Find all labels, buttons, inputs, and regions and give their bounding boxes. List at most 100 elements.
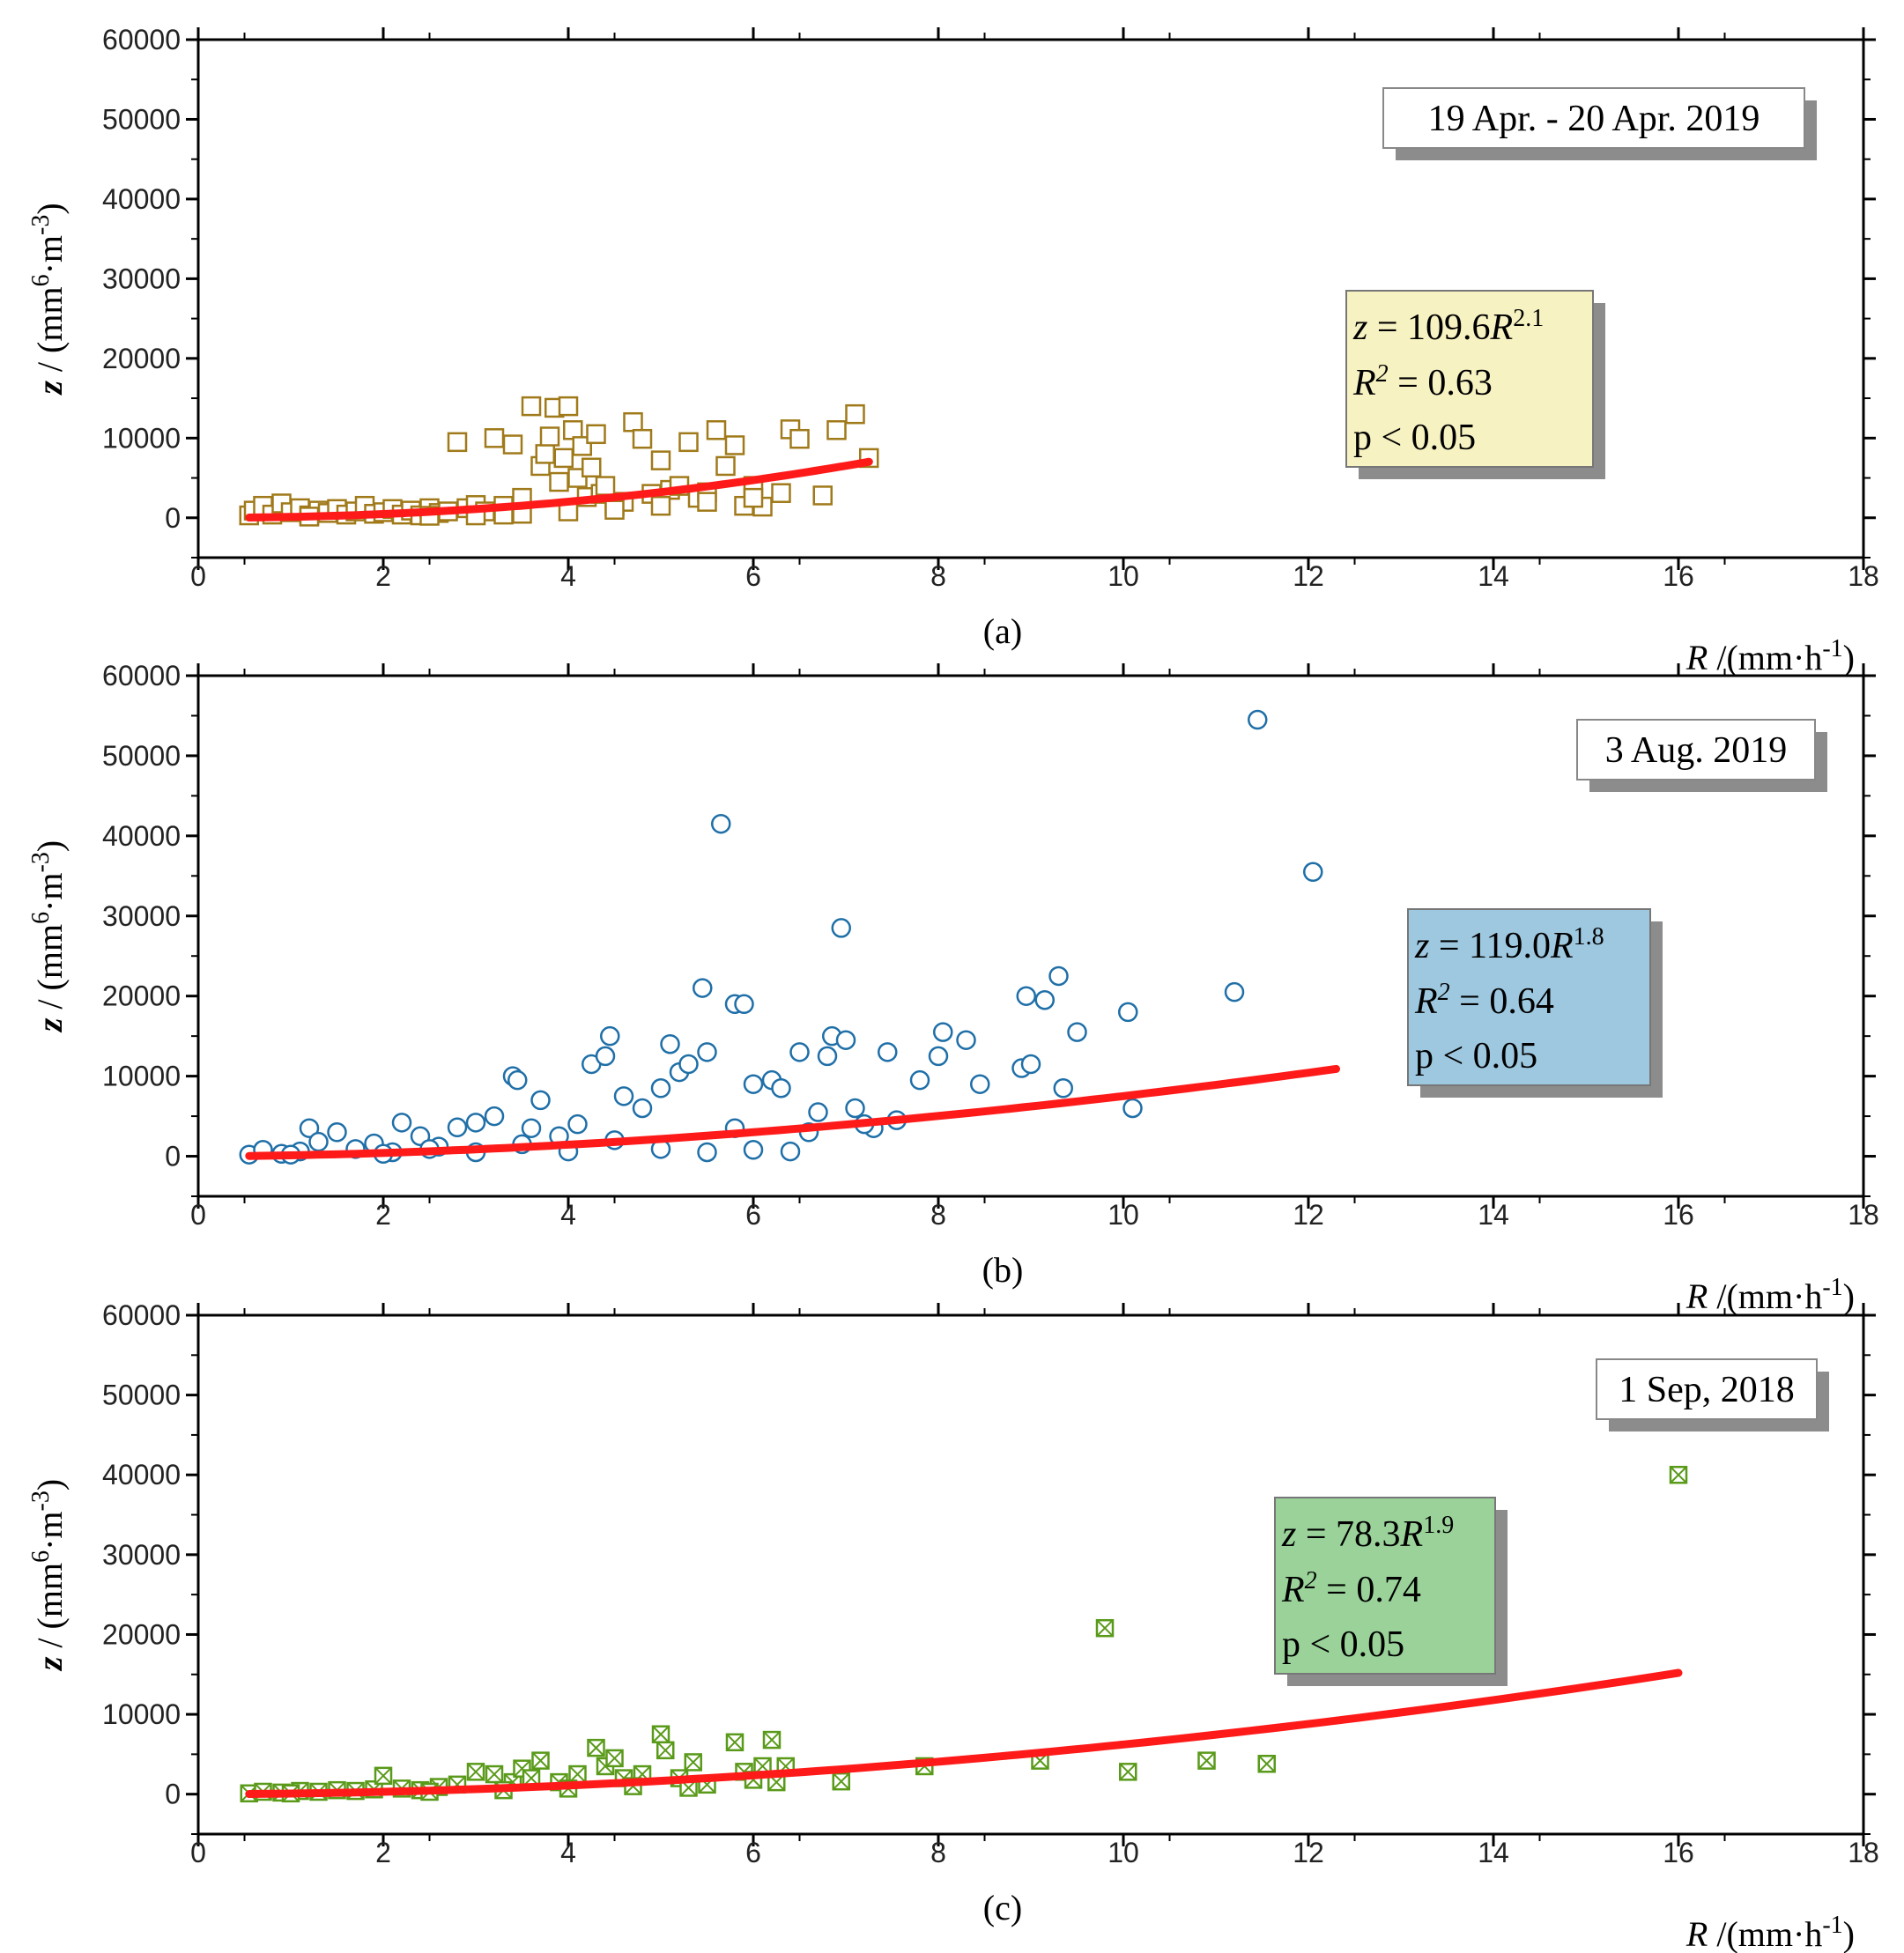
data-point bbox=[1016, 986, 1036, 1006]
data-point bbox=[586, 424, 606, 445]
data-point bbox=[558, 396, 579, 417]
x-tick-label: 10 bbox=[1108, 1199, 1139, 1231]
data-point bbox=[447, 432, 468, 453]
y-axis: 0 10000 20000 30000 40000 50000 60000 bbox=[102, 1299, 1876, 1835]
date-label-box: 3 Aug. 2019 bbox=[1576, 719, 1827, 792]
data-point bbox=[789, 428, 810, 449]
panel-a: 0 2 4 6 8 10 12 14 16 18 0 10000 20000 30000 40000 5000… bbox=[27, 24, 1879, 677]
y-axis-title: z / (mm6·m-3) bbox=[27, 203, 70, 396]
data-point-cross bbox=[587, 1739, 605, 1757]
data-point bbox=[484, 1106, 505, 1127]
data-point bbox=[465, 1113, 486, 1133]
x-axis: 0 2 4 6 8 10 12 14 16 18 bbox=[190, 663, 1879, 1231]
data-point bbox=[568, 1764, 587, 1784]
y-axis-title: z / (mm6·m-3) bbox=[27, 840, 70, 1033]
data-point bbox=[808, 1102, 828, 1122]
fit-curve bbox=[245, 457, 873, 522]
data-point bbox=[909, 1069, 930, 1091]
y-tick-label: 50000 bbox=[102, 1380, 181, 1411]
data-point bbox=[1119, 1763, 1137, 1781]
data-point bbox=[567, 1113, 588, 1135]
data-point-cross bbox=[1119, 1763, 1137, 1781]
date-label: 19 Apr. - 20 Apr. 2019 bbox=[1428, 99, 1760, 139]
data-point bbox=[928, 1046, 949, 1067]
data-point bbox=[1095, 1618, 1115, 1638]
x-tick-label: 6 bbox=[745, 560, 761, 592]
x-tick-label: 12 bbox=[1293, 560, 1324, 592]
data-point-cross bbox=[726, 1734, 744, 1751]
y-tick-label: 20000 bbox=[102, 343, 181, 374]
y-tick-label: 50000 bbox=[102, 740, 181, 772]
plot-frame bbox=[196, 38, 1865, 559]
x-tick-label: 10 bbox=[1108, 1837, 1139, 1868]
data-point bbox=[605, 1749, 624, 1768]
date-box-frame bbox=[1576, 719, 1816, 780]
x-tick-label: 18 bbox=[1848, 1837, 1879, 1868]
fit-curve bbox=[245, 1668, 1683, 1798]
r-squared: R2 = 0.74 bbox=[1281, 1567, 1421, 1611]
data-point bbox=[507, 1069, 528, 1091]
x-tick-label: 2 bbox=[375, 1199, 391, 1231]
fit-stats-box: z = 109.6R2.1 R2 = 0.63 p < 0.05 bbox=[1345, 290, 1605, 479]
y-axis: 0 10000 20000 30000 40000 50000 60000 bbox=[102, 660, 1876, 1197]
data-point bbox=[715, 455, 736, 477]
data-point-cross bbox=[467, 1763, 485, 1781]
data-point bbox=[956, 1030, 976, 1050]
y-tick-label: 0 bbox=[165, 502, 181, 534]
date-box-frame bbox=[1596, 1358, 1818, 1420]
x-tick-label: 14 bbox=[1478, 1199, 1509, 1231]
x-tick-label: 16 bbox=[1663, 560, 1694, 592]
x-tick-label: 10 bbox=[1108, 560, 1139, 592]
data-point bbox=[697, 1142, 717, 1163]
x-tick-label: 4 bbox=[560, 560, 576, 592]
data-point bbox=[539, 426, 560, 447]
x-tick-label: 12 bbox=[1293, 1837, 1324, 1868]
data-point-cross bbox=[656, 1742, 674, 1759]
stats-box-frame bbox=[1274, 1497, 1496, 1675]
x-tick-label: 4 bbox=[560, 1837, 576, 1868]
data-point bbox=[531, 1751, 550, 1770]
fit-stats-box: z = 119.0R1.8 R2 = 0.64 p < 0.05 bbox=[1407, 908, 1663, 1098]
x-tick-label: 16 bbox=[1663, 1199, 1694, 1231]
data-point bbox=[684, 1753, 702, 1772]
data-point bbox=[835, 1030, 856, 1050]
x-tick-label: 6 bbox=[745, 1837, 761, 1868]
data-point bbox=[1303, 862, 1323, 883]
data-point bbox=[650, 495, 671, 516]
x-tick-label: 2 bbox=[375, 560, 391, 592]
data-point bbox=[771, 483, 791, 503]
data-point bbox=[535, 444, 555, 464]
y-tick-label: 50000 bbox=[102, 103, 181, 135]
fit-stats-box: z = 78.3R1.9 R2 = 0.74 p < 0.05 bbox=[1274, 1497, 1508, 1686]
data-point bbox=[521, 396, 542, 417]
date-label: 3 Aug. 2019 bbox=[1605, 730, 1788, 771]
data-point-cross bbox=[531, 1751, 550, 1770]
x-tick-label: 12 bbox=[1293, 1199, 1324, 1231]
data-point bbox=[817, 1046, 838, 1067]
data-point bbox=[391, 1113, 412, 1133]
data-point bbox=[632, 1098, 653, 1119]
data-point bbox=[660, 1033, 680, 1054]
x-tick-label: 6 bbox=[745, 1199, 761, 1231]
y-axis: 0 10000 20000 30000 40000 50000 60000 bbox=[102, 24, 1876, 559]
y-tick-label: 10000 bbox=[102, 1698, 181, 1730]
data-point bbox=[734, 994, 754, 1015]
data-point-cross bbox=[568, 1765, 587, 1783]
x-axis-title: R /(mm·h-1) bbox=[1685, 635, 1855, 678]
panel-c: 0 2 4 6 8 10 12 14 16 18 0 10000 20000 30000 40000 5000… bbox=[27, 1299, 1879, 1953]
x-tick-label: 0 bbox=[190, 560, 206, 592]
data-point bbox=[1197, 1751, 1216, 1770]
data-point bbox=[725, 1733, 745, 1752]
y-tick-label: 60000 bbox=[102, 24, 181, 55]
data-point bbox=[743, 1140, 764, 1160]
data-point bbox=[1669, 1465, 1688, 1484]
data-point bbox=[656, 1741, 675, 1760]
data-point bbox=[484, 428, 505, 448]
data-point-cross bbox=[1096, 1619, 1114, 1637]
x-axis-title: R /(mm·h-1) bbox=[1685, 1912, 1855, 1953]
data-point bbox=[743, 1074, 764, 1094]
data-point bbox=[678, 432, 699, 453]
data-point bbox=[933, 1022, 953, 1042]
data-point bbox=[767, 1772, 786, 1792]
data-point bbox=[1020, 1054, 1041, 1075]
